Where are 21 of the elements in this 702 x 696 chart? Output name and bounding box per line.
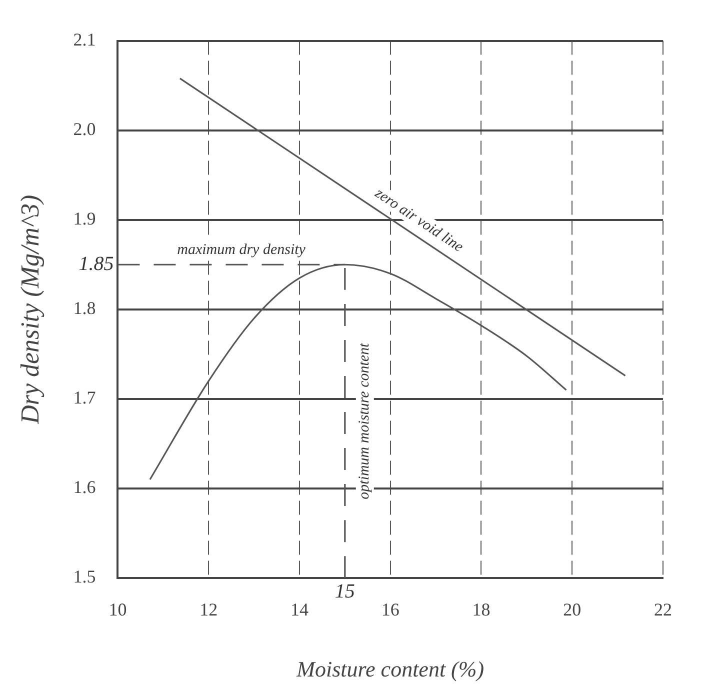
x-tick-label: 18: [472, 600, 490, 620]
x-tick-label: 22: [654, 600, 672, 620]
x-tick-label: 12: [200, 600, 218, 620]
x-tick-label: 16: [381, 600, 400, 620]
y-tick-label: 1.9: [73, 208, 96, 229]
x-tick-label: 14: [290, 600, 308, 620]
x-tick-label: 20: [563, 600, 582, 620]
y-axis-title: Dry density (Mg/m^3): [15, 194, 44, 425]
y-tick-label: 1.6: [73, 477, 96, 498]
annotation: 1.85: [78, 252, 114, 275]
x-tick-label: 10: [108, 600, 127, 620]
series-label: maximum dry density: [177, 242, 306, 258]
text: optimum moisture content: [356, 342, 372, 500]
y-tick-label: 1.5: [73, 566, 96, 587]
y-tick-label: 1.8: [73, 298, 96, 318]
y-tick-label: 2.1: [73, 30, 96, 50]
annotation: 15: [334, 580, 355, 602]
x-axis-title: Moisture content (%): [296, 656, 484, 682]
text: zero air void line: [371, 184, 466, 256]
y-tick-label: 1.7: [73, 388, 96, 408]
y-tick-label: 2.0: [73, 119, 96, 140]
